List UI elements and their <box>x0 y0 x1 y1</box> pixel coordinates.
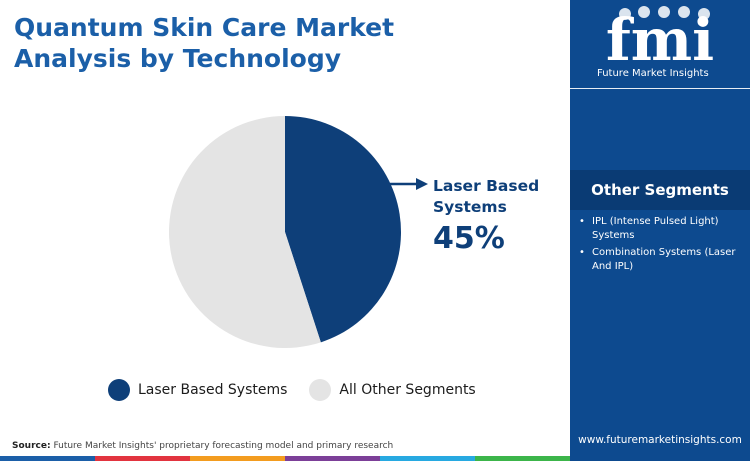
legend-swatch-laser <box>108 379 130 401</box>
source-label: Source: <box>12 441 51 451</box>
fmi-logo-icon: fmi <box>606 6 714 74</box>
list-item: • IPL (Intense Pulsed Light) Systems <box>579 216 719 241</box>
side-panel: fmi Future Market Insights <box>570 0 750 461</box>
legend-item-other: All Other Segments <box>309 379 476 401</box>
pie-slice-laser-based-systems <box>285 116 402 343</box>
source-text: Future Market Insights' proprietary fore… <box>53 441 394 451</box>
source-note: Source: Future Market Insights' propriet… <box>12 441 393 451</box>
fmi-logo: fmi Future Market Insights <box>570 0 750 88</box>
callout-value: 45% <box>433 221 505 256</box>
legend-swatch-other <box>309 379 332 401</box>
other-segments-header: Other Segments <box>570 170 750 210</box>
website-link[interactable]: www.futuremarketinsights.com <box>578 434 742 446</box>
legend: Laser Based Systems All Other Segments <box>108 377 476 403</box>
panel-divider <box>570 88 750 89</box>
pie-slices <box>169 116 402 348</box>
pie-slice-all-other-segments <box>169 116 321 348</box>
legend-item-laser: Laser Based Systems <box>108 379 287 401</box>
logo-caption: Future Market Insights <box>597 68 709 79</box>
chart-title: Quantum Skin Care Market Analysis by Tec… <box>14 13 395 73</box>
other-segments-list: • IPL (Intense Pulsed Light) Systems • Com… <box>578 215 746 277</box>
legend-label-laser: Laser Based Systems <box>138 382 288 398</box>
bottom-color-bar <box>0 456 570 461</box>
callout-label: Laser Based Systems <box>433 177 540 216</box>
pie-chart <box>169 116 428 348</box>
other-segments-title: Other Segments <box>591 181 729 199</box>
legend-label-other: All Other Segments <box>339 382 476 398</box>
list-item: • Combination Systems (Laser And IPL) <box>579 247 736 272</box>
callout-arrow <box>390 178 428 190</box>
